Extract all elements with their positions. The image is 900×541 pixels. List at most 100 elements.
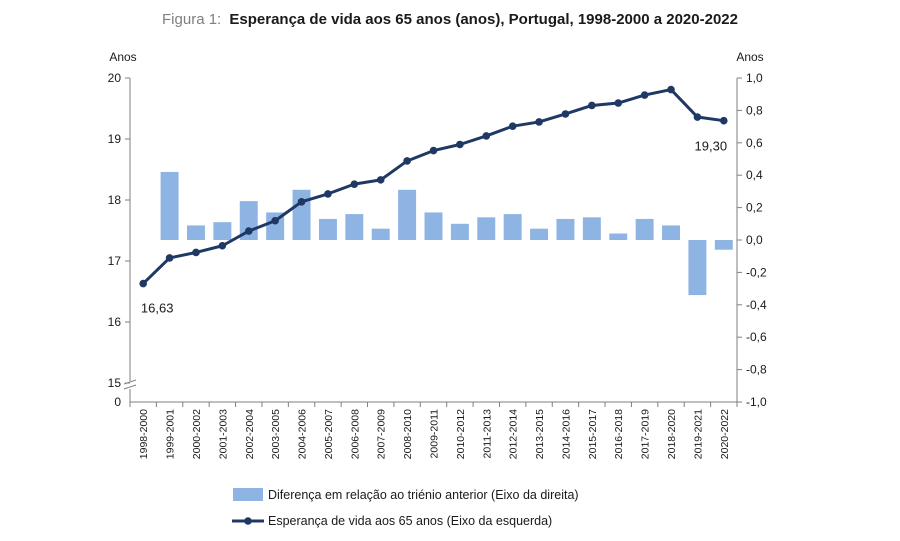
data-label: 19,30: [695, 139, 728, 154]
right-tick-label: 1,0: [746, 71, 763, 85]
bar-2006-2008: [345, 214, 364, 240]
bar-2004-2006: [292, 189, 311, 240]
x-tick-label: 2020-2022: [719, 409, 731, 459]
x-tick-label: 2000-2002: [191, 409, 203, 459]
right-tick-label: 0,6: [746, 136, 763, 150]
x-tick-label: 1999-2001: [165, 409, 177, 459]
bar-series: [160, 171, 733, 296]
data-label: 16,63: [141, 301, 174, 316]
right-tick-label: 0,8: [746, 103, 763, 117]
bar-2018-2020: [662, 225, 680, 240]
bar-2016-2018: [609, 233, 628, 240]
line-point-2004-2006: [297, 198, 306, 206]
x-tick-label: 1998-2000: [138, 409, 150, 459]
legend-line-marker: [244, 517, 252, 525]
bar-2001-2003: [213, 222, 232, 240]
x-tick-label: 2008-2010: [402, 409, 414, 459]
bar-1999-2001: [160, 171, 179, 240]
line-point-2000-2002: [192, 248, 200, 257]
bar-2000-2002: [187, 225, 205, 240]
right-tick-label: 0,4: [746, 168, 763, 182]
bar-2012-2014: [503, 214, 522, 240]
bar-2011-2013: [477, 217, 496, 240]
line-point-2018-2020: [667, 85, 675, 94]
axes: 20 19 18 17 16 15 0 1,0 0,8 0,6 0,4 0,2 0,0 -0,2 -0,4 -…: [108, 71, 767, 459]
line-point-2001-2003: [218, 241, 227, 250]
line-point-2010-2012: [456, 140, 464, 149]
left-tick-label-zero: 0: [114, 395, 121, 409]
x-tick-label: 2007-2009: [376, 409, 388, 459]
line-point-2013-2015: [535, 118, 543, 126]
legend-bar-swatch: [233, 488, 263, 501]
x-tick-label: 2010-2012: [455, 409, 467, 459]
bar-2014-2016: [556, 218, 575, 240]
line-point-1999-2001: [165, 254, 174, 262]
left-tick-label: 20: [108, 71, 122, 85]
right-tick-label: -1,0: [746, 395, 767, 409]
bar-2013-2015: [530, 228, 549, 240]
chart-title: Figura 1: Esperança de vida aos 65 anos …: [162, 11, 738, 28]
line-point-2005-2007: [324, 190, 332, 198]
bar-2019-2021: [688, 240, 707, 296]
x-tick-label: 2001-2003: [217, 409, 229, 459]
bar-2005-2007: [318, 218, 337, 240]
labels: 16,63 19,30: [141, 139, 727, 316]
left-tick-label: 17: [108, 254, 122, 268]
right-tick-label: 0,0: [746, 233, 763, 247]
line-point-2008-2010: [403, 157, 411, 165]
right-tick-label: -0,6: [746, 330, 767, 344]
x-tick-label: 2013-2015: [534, 409, 546, 459]
bar-2010-2012: [450, 223, 469, 240]
x-tick-label: 2004-2006: [297, 409, 309, 459]
bar-2015-2017: [582, 217, 601, 240]
x-tick-label: 2019-2021: [692, 409, 704, 459]
left-tick-label: 18: [108, 193, 122, 207]
x-tick-label: 2002-2004: [244, 409, 256, 459]
x-tick-label: 2016-2018: [613, 409, 625, 459]
bar-2007-2009: [371, 228, 390, 240]
bar-2008-2010: [398, 189, 417, 240]
line-point-2017-2019: [640, 91, 649, 99]
life-expectancy-line: [142, 88, 725, 285]
x-tick-label: 2006-2008: [349, 409, 361, 459]
x-tick-label: 2012-2014: [508, 409, 520, 459]
line-series: [139, 85, 728, 288]
legend: Diferença em relação ao triénio anterior…: [232, 488, 579, 528]
x-tick-label: 2014-2016: [560, 409, 572, 459]
line-point-2009-2011: [429, 146, 438, 155]
x-tick-label: 2017-2019: [640, 409, 652, 459]
line-point-2016-2018: [614, 99, 623, 107]
x-tick-label: 2015-2017: [587, 409, 599, 459]
chart-title-prefix: Figura 1:: [162, 11, 221, 28]
line-point-1998-2000: [139, 279, 147, 288]
left-tick-label: 16: [108, 315, 122, 329]
axis-break-mark: [123, 379, 137, 390]
x-tick-label: 2005-2007: [323, 409, 335, 459]
x-tick-label: 2011-2013: [481, 409, 493, 459]
line-point-2012-2014: [508, 122, 517, 130]
line-point-2002-2004: [244, 227, 253, 235]
right-axis-label: Anos: [736, 50, 763, 64]
left-axis-label: Anos: [109, 50, 136, 64]
bar-2009-2011: [424, 212, 443, 240]
legend-line-label: Esperança de vida aos 65 anos (Eixo da e…: [268, 514, 552, 528]
right-tick-label: 0,2: [746, 201, 763, 215]
line-point-2011-2013: [482, 132, 491, 140]
right-tick-label: -0,2: [746, 265, 767, 279]
line-point-2003-2005: [271, 216, 279, 225]
line-point-2007-2009: [376, 176, 385, 184]
line-point-2014-2016: [561, 110, 570, 118]
line-point-2020-2022: [720, 116, 728, 125]
chart-title-main: Esperança de vida aos 65 anos (anos), Po…: [229, 11, 738, 28]
line-point-2019-2021: [693, 113, 702, 121]
legend-bar-label: Diferença em relação ao triénio anterior…: [268, 488, 579, 502]
x-tick-label: 2003-2005: [270, 409, 282, 459]
left-tick-label: 19: [108, 132, 122, 146]
right-tick-label: -0,4: [746, 298, 767, 312]
line-point-2006-2008: [350, 180, 359, 188]
line-point-2015-2017: [588, 101, 596, 110]
x-tick-label: 2009-2011: [429, 409, 441, 459]
bar-2020-2022: [714, 240, 733, 250]
right-tick-label: -0,8: [746, 363, 767, 377]
